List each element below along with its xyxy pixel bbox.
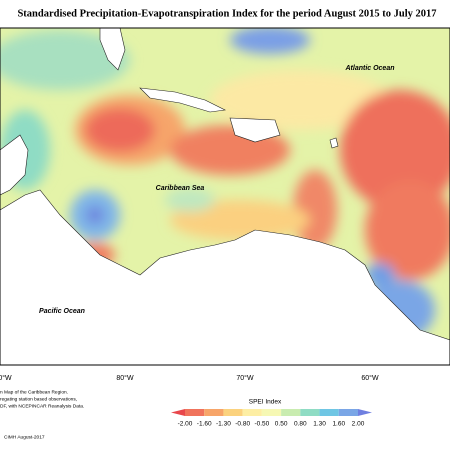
legend-swatch — [171, 409, 185, 416]
spei-field — [0, 28, 450, 365]
legend-tick-label: 1.30 — [313, 421, 326, 428]
legend-tick-label: -1.60 — [197, 421, 212, 428]
legend-tick-label: -2.00 — [178, 421, 193, 428]
longitude-label: 0°W — [0, 374, 12, 382]
title: Standardised Precipitation-Evapotranspir… — [17, 8, 436, 19]
legend-tick-label: 1.60 — [332, 421, 345, 428]
legend: -2.00 -1.60 -1.30 -0.80 -0.50 0.50 0.80 1.30 1.6… — [171, 409, 372, 428]
legend-swatch — [261, 409, 282, 416]
legend-swatch — [319, 409, 339, 416]
legend-tick-label: -0.80 — [235, 421, 250, 428]
legend-swatch — [204, 409, 224, 416]
legend-tick-label: 0.80 — [294, 421, 307, 428]
longitude-labels: 0°W 80°W 70°W 60°W — [0, 374, 379, 382]
legend-swatch — [338, 409, 358, 416]
legend-swatch — [300, 409, 320, 416]
map-frame — [0, 27, 450, 366]
longitude-label: 60°W — [361, 374, 379, 382]
legend-swatch — [358, 409, 372, 416]
legend-tick-label: 2.00 — [352, 421, 365, 428]
legend-swatch — [185, 409, 205, 416]
ocean-label: Atlantic Ocean — [344, 65, 394, 72]
sea-label: Caribbean Sea — [156, 185, 205, 192]
note-line: DF, with NCEPINCAR Reanalysis Data. — [0, 403, 84, 409]
legend-title: SPEI Index — [249, 399, 282, 406]
longitude-label: 70°W — [236, 374, 254, 382]
note-line: regating station based observations, — [0, 396, 77, 402]
note-line: n Map of the Caribbean Region. — [0, 389, 68, 395]
longitude-label: 80°W — [116, 374, 134, 382]
land — [0, 28, 450, 365]
notes: n Map of the Caribbean Region.regating s… — [0, 389, 84, 409]
legend-swatch — [223, 409, 243, 416]
credit: CIMH August-2017 — [4, 434, 45, 440]
legend-tick-label: -0.50 — [254, 421, 269, 428]
legend-swatch — [281, 409, 301, 416]
legend-tick-label: -1.30 — [216, 421, 231, 428]
ocean-label: Pacific Ocean — [39, 308, 85, 315]
legend-swatch — [242, 409, 262, 416]
legend-tick-label: 0.50 — [275, 421, 288, 428]
